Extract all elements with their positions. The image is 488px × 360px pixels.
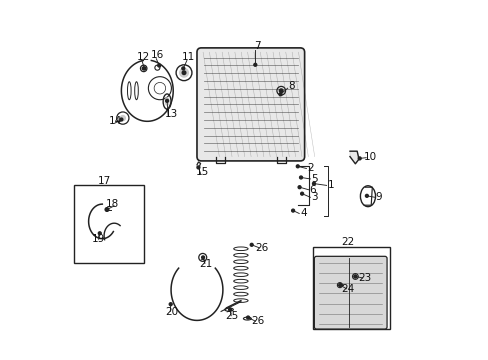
Circle shape [105,208,108,211]
Text: 9: 9 [375,192,381,202]
Circle shape [250,243,253,246]
Circle shape [182,71,185,75]
Text: 21: 21 [199,258,212,269]
Circle shape [253,63,256,66]
Circle shape [201,256,204,259]
Circle shape [365,194,367,197]
Circle shape [169,303,172,306]
Text: 18: 18 [105,199,119,210]
Circle shape [142,67,145,70]
Text: 26: 26 [254,243,267,253]
Circle shape [142,67,145,70]
Circle shape [358,157,361,160]
Text: 20: 20 [165,307,178,318]
Text: 11: 11 [182,51,195,62]
Circle shape [182,67,184,70]
Bar [73,185,143,263]
Circle shape [338,284,341,287]
Circle shape [312,182,315,185]
Text: 15: 15 [195,167,208,177]
Text: 6: 6 [309,185,316,195]
Bar [312,247,389,329]
Text: 14: 14 [109,116,122,126]
Text: 3: 3 [311,192,317,202]
Circle shape [300,192,303,195]
Circle shape [158,64,160,67]
Circle shape [299,176,302,179]
Text: 17: 17 [98,176,111,186]
Circle shape [165,99,168,102]
Circle shape [291,209,294,212]
Polygon shape [349,151,358,164]
Circle shape [246,316,249,319]
Text: 4: 4 [300,208,306,218]
Text: 7: 7 [253,41,260,51]
Text: 1: 1 [327,180,333,190]
Text: 19: 19 [91,234,104,244]
Text: 23: 23 [357,273,370,283]
Circle shape [228,308,231,311]
Text: 26: 26 [251,316,264,326]
Ellipse shape [165,98,168,105]
Circle shape [120,116,125,121]
Text: 5: 5 [311,174,317,184]
Circle shape [279,93,282,96]
Circle shape [298,186,301,189]
Text: 25: 25 [225,311,238,321]
Circle shape [296,165,299,168]
Text: 13: 13 [165,109,178,120]
Text: 16: 16 [150,50,163,60]
Circle shape [353,275,356,278]
FancyBboxPatch shape [314,256,386,329]
Circle shape [120,118,122,121]
Text: 8: 8 [288,81,295,91]
FancyBboxPatch shape [197,48,304,161]
Circle shape [197,166,200,169]
Text: 24: 24 [341,284,354,294]
Circle shape [105,208,108,211]
Circle shape [98,232,101,235]
Circle shape [279,89,283,93]
Text: 22: 22 [341,237,354,247]
Text: 10: 10 [363,152,376,162]
Circle shape [179,68,188,77]
Circle shape [354,275,356,278]
Text: 12: 12 [136,51,149,62]
Text: 2: 2 [307,163,313,173]
